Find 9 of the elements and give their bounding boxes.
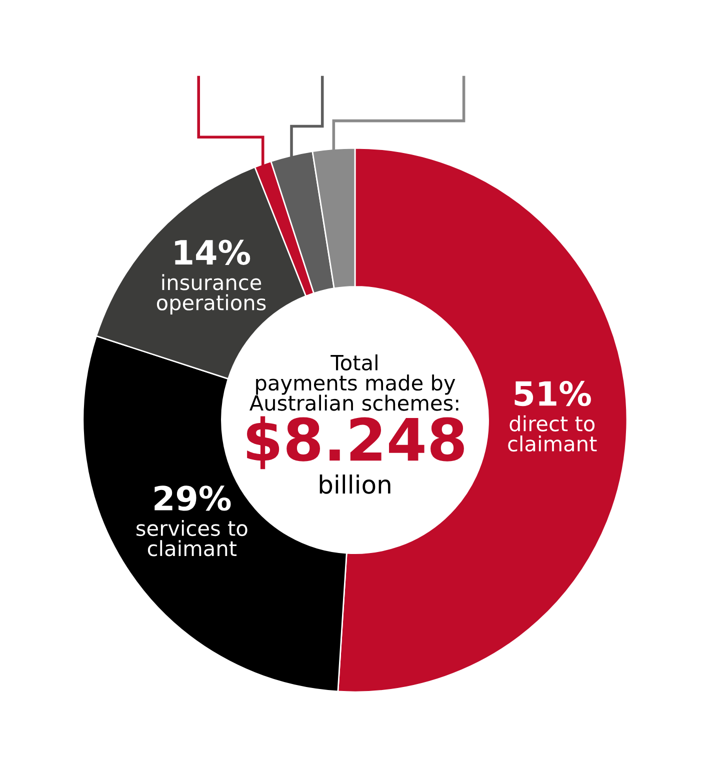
slice-label: insurance operations	[156, 274, 266, 314]
data-label: 51%	[514, 380, 591, 406]
text: $8.248	[247, 416, 464, 470]
data-label: 29%	[154, 486, 231, 511]
text: Total payments made by Australian schemes:	[250, 354, 458, 411]
data-label: 14%	[175, 240, 250, 265]
slice-label: direct to claimant	[508, 415, 597, 452]
slice-label: services to claimant	[136, 520, 248, 556]
text: billion	[320, 474, 390, 494]
